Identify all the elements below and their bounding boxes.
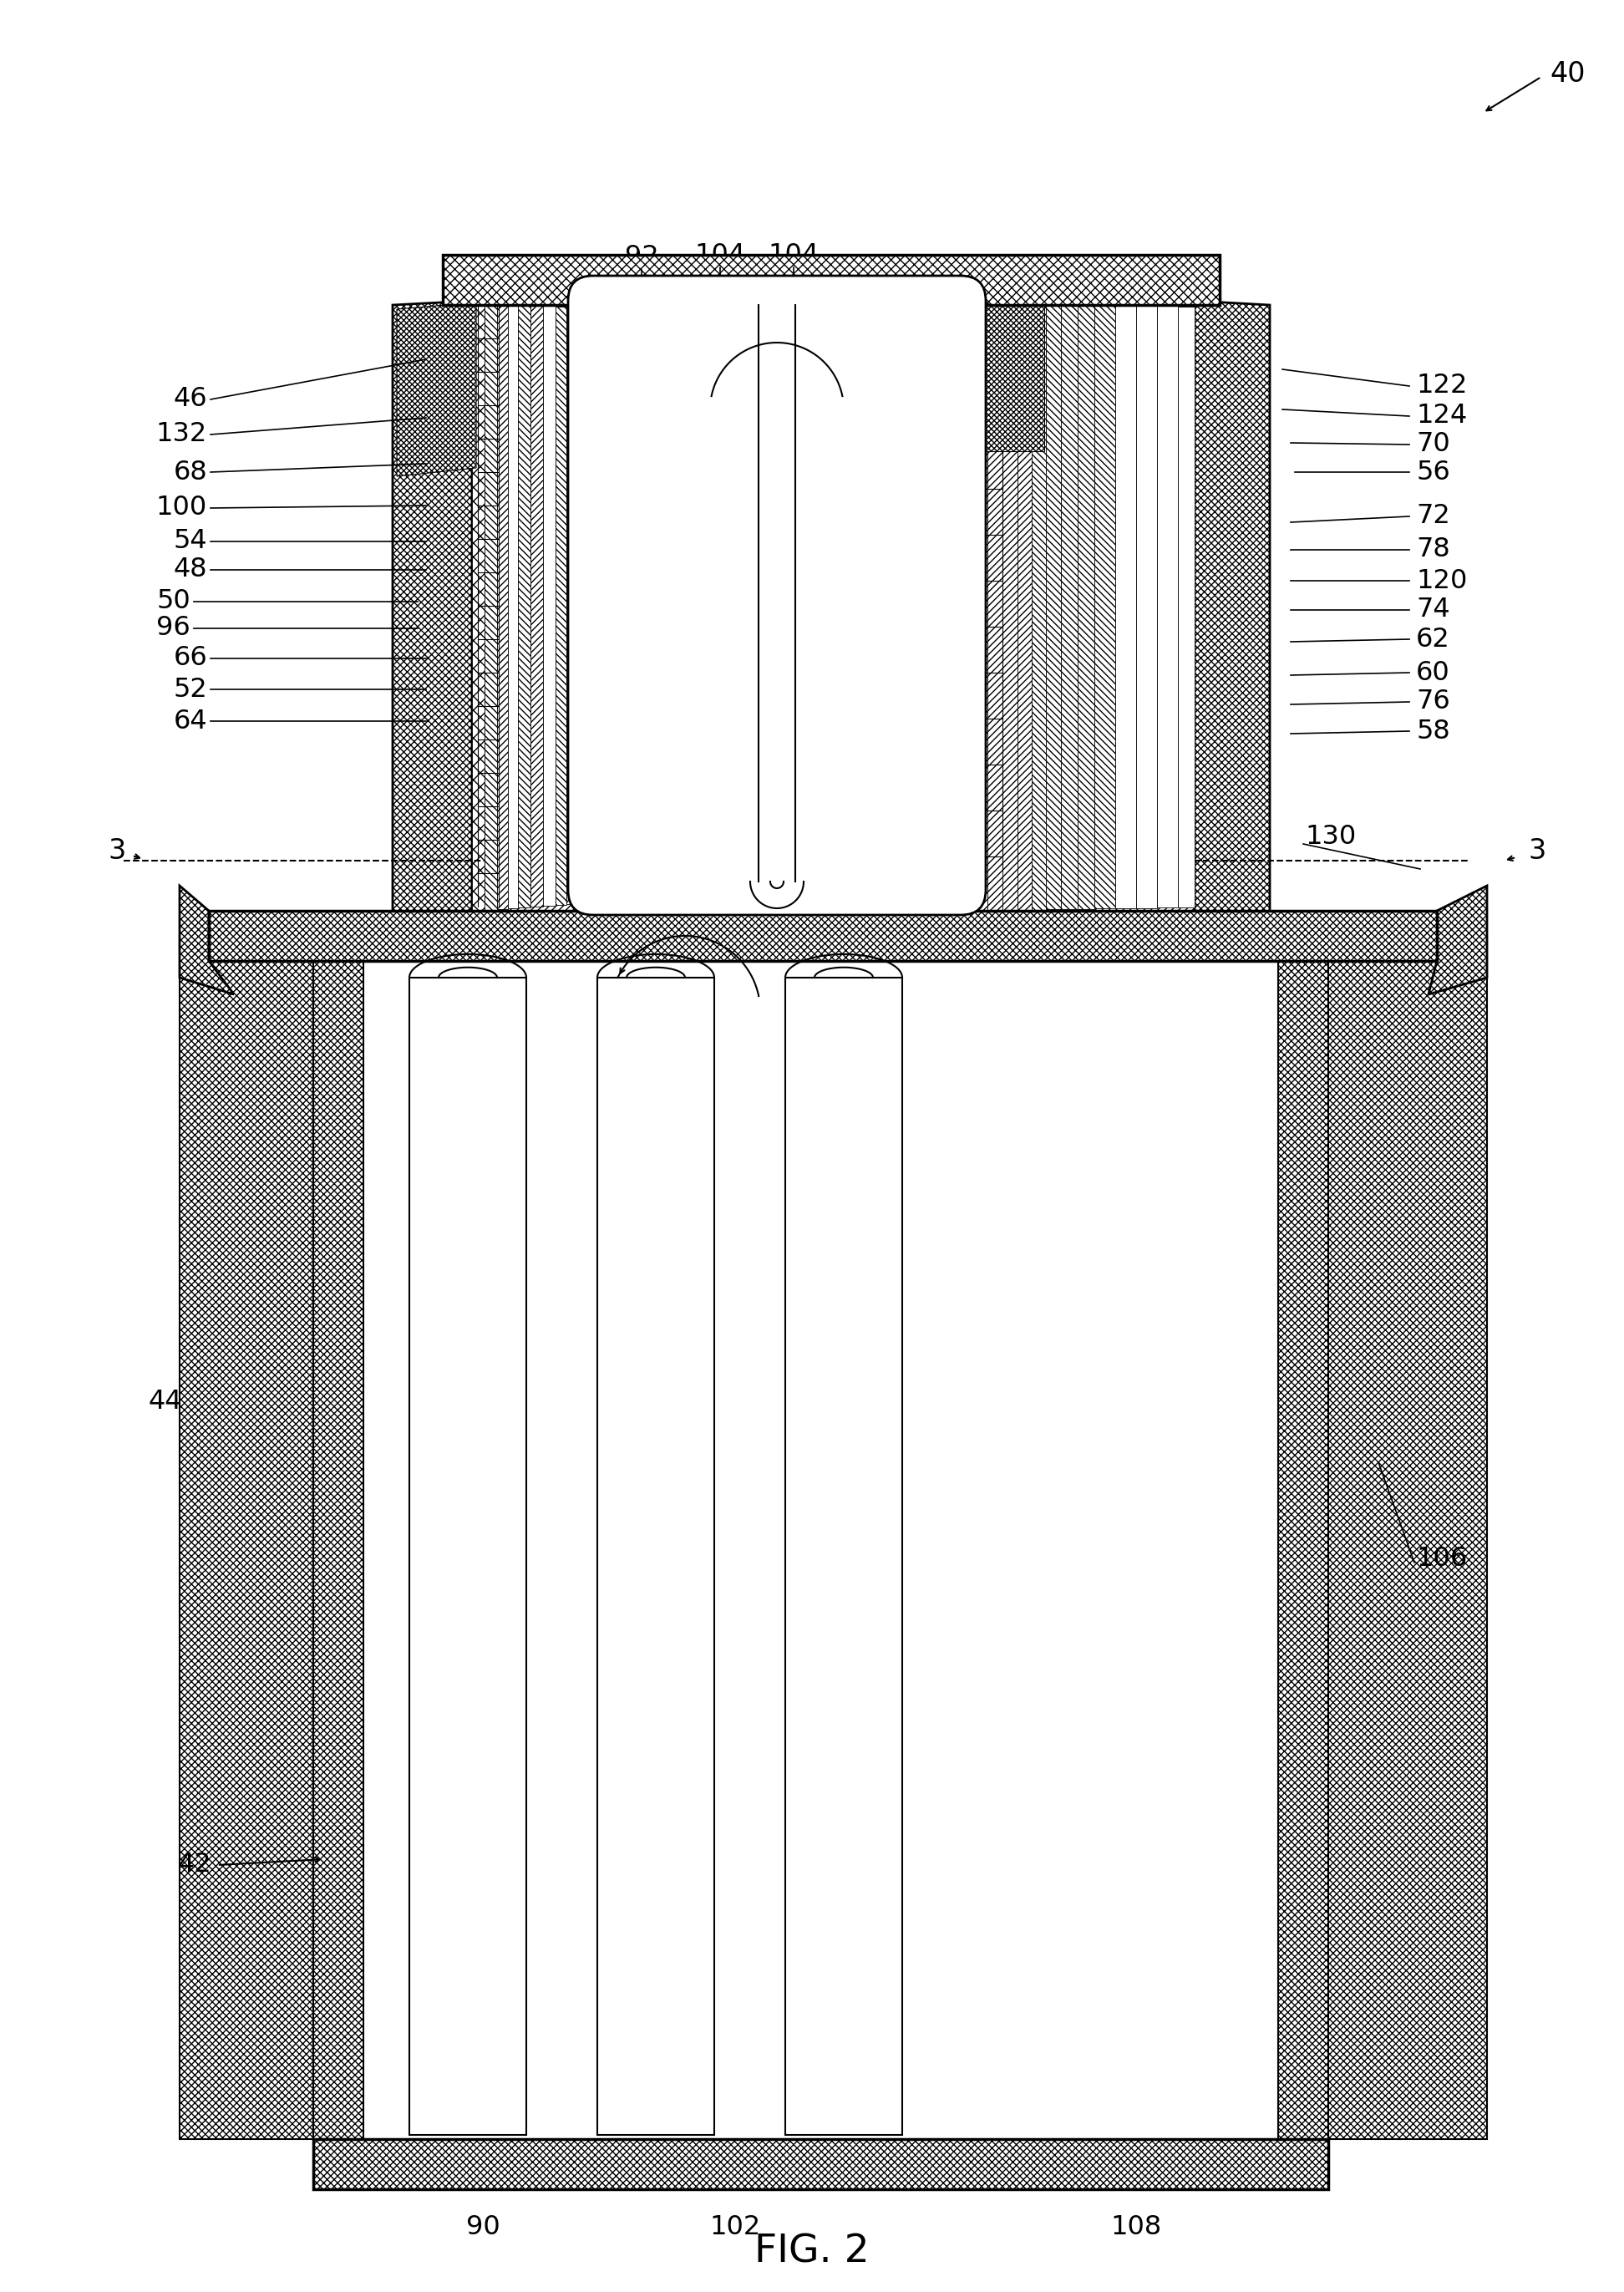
Text: 46: 46 bbox=[174, 387, 208, 413]
Text: 120: 120 bbox=[1416, 568, 1466, 594]
Polygon shape bbox=[987, 303, 1002, 910]
Text: 56: 56 bbox=[1416, 458, 1450, 486]
Text: 106: 106 bbox=[1416, 1545, 1466, 1572]
Polygon shape bbox=[484, 303, 497, 910]
Polygon shape bbox=[180, 935, 313, 2138]
Text: 76: 76 bbox=[1416, 690, 1450, 715]
Text: 58: 58 bbox=[1416, 717, 1450, 745]
Polygon shape bbox=[581, 309, 593, 903]
Polygon shape bbox=[1078, 305, 1095, 910]
Polygon shape bbox=[518, 305, 531, 908]
Text: 54: 54 bbox=[174, 529, 208, 555]
Polygon shape bbox=[468, 300, 1195, 910]
Polygon shape bbox=[1195, 300, 1270, 915]
Text: 104: 104 bbox=[768, 243, 818, 268]
Text: 42: 42 bbox=[177, 1852, 211, 1877]
Text: 90: 90 bbox=[466, 2214, 500, 2239]
Polygon shape bbox=[1116, 305, 1137, 908]
Polygon shape bbox=[393, 300, 473, 915]
Polygon shape bbox=[961, 300, 973, 910]
Polygon shape bbox=[473, 300, 484, 910]
Polygon shape bbox=[1018, 303, 1031, 910]
FancyBboxPatch shape bbox=[568, 275, 986, 915]
Polygon shape bbox=[409, 979, 526, 2134]
Text: 66: 66 bbox=[174, 646, 208, 672]
Text: 94: 94 bbox=[497, 280, 531, 305]
Polygon shape bbox=[1137, 305, 1156, 908]
Polygon shape bbox=[1328, 935, 1488, 2138]
Polygon shape bbox=[1046, 303, 1060, 910]
Text: FIG. 2: FIG. 2 bbox=[755, 2232, 869, 2271]
Polygon shape bbox=[497, 303, 508, 910]
Text: 102: 102 bbox=[710, 2214, 760, 2239]
Polygon shape bbox=[313, 2138, 1328, 2189]
Polygon shape bbox=[1156, 305, 1177, 908]
Text: 48: 48 bbox=[174, 557, 208, 582]
Text: 68: 68 bbox=[174, 458, 208, 486]
Polygon shape bbox=[1429, 885, 1488, 995]
Polygon shape bbox=[973, 300, 987, 910]
Polygon shape bbox=[1177, 307, 1195, 908]
Polygon shape bbox=[542, 305, 555, 905]
Text: 44: 44 bbox=[148, 1389, 182, 1414]
Text: 3: 3 bbox=[1528, 837, 1546, 864]
Polygon shape bbox=[567, 307, 581, 903]
Polygon shape bbox=[1002, 303, 1018, 910]
Polygon shape bbox=[1278, 960, 1328, 2138]
Text: 104: 104 bbox=[695, 243, 745, 268]
Text: 52: 52 bbox=[174, 676, 208, 701]
Polygon shape bbox=[508, 303, 518, 908]
Polygon shape bbox=[396, 303, 476, 477]
Polygon shape bbox=[786, 979, 903, 2134]
Text: 108: 108 bbox=[1111, 2214, 1161, 2239]
Polygon shape bbox=[209, 910, 1437, 960]
Text: 130: 130 bbox=[1304, 825, 1356, 850]
Polygon shape bbox=[443, 254, 1220, 305]
Text: 124: 124 bbox=[1416, 403, 1466, 429]
Text: 50: 50 bbox=[156, 589, 190, 614]
Text: 72: 72 bbox=[1416, 504, 1450, 529]
Text: 40: 40 bbox=[1549, 60, 1585, 87]
Polygon shape bbox=[1031, 303, 1046, 910]
Polygon shape bbox=[555, 307, 567, 905]
Polygon shape bbox=[313, 960, 364, 2138]
Polygon shape bbox=[1095, 305, 1116, 908]
Text: 74: 74 bbox=[1416, 596, 1450, 623]
Polygon shape bbox=[180, 885, 234, 995]
Text: 3: 3 bbox=[109, 837, 125, 864]
Text: 70: 70 bbox=[1416, 431, 1450, 458]
Text: 60: 60 bbox=[1416, 660, 1450, 685]
Polygon shape bbox=[1060, 305, 1078, 910]
Text: 100: 100 bbox=[156, 495, 208, 520]
Text: 122: 122 bbox=[1416, 374, 1468, 399]
Text: 64: 64 bbox=[174, 708, 208, 733]
Polygon shape bbox=[598, 979, 715, 2134]
Text: 110: 110 bbox=[950, 270, 1002, 298]
Text: 92: 92 bbox=[625, 245, 659, 270]
Polygon shape bbox=[531, 305, 542, 908]
Polygon shape bbox=[965, 300, 1044, 452]
Text: 78: 78 bbox=[1416, 536, 1450, 564]
Text: 62: 62 bbox=[1416, 626, 1450, 653]
Text: 132: 132 bbox=[156, 422, 208, 447]
Text: 96: 96 bbox=[156, 617, 190, 642]
